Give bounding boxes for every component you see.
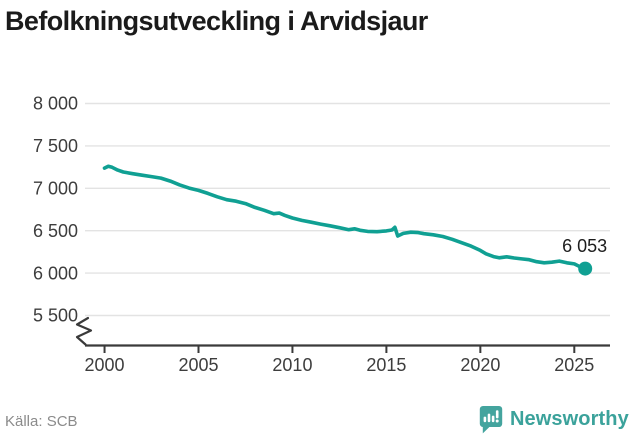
y-axis-tick-label: 5 500 bbox=[33, 306, 78, 326]
x-axis-tick-label: 2005 bbox=[178, 355, 218, 375]
x-axis-tick-label: 2000 bbox=[85, 355, 125, 375]
x-axis-tick-label: 2025 bbox=[554, 355, 594, 375]
y-axis-tick-label: 7 500 bbox=[33, 136, 78, 156]
x-axis-tick-label: 2015 bbox=[366, 355, 406, 375]
last-value-dot bbox=[578, 261, 593, 276]
y-axis-tick-label: 7 000 bbox=[33, 179, 78, 199]
source-note: Källa: SCB bbox=[5, 413, 78, 430]
newsworthy-logo: Newsworthy bbox=[479, 404, 629, 434]
newsworthy-logo-text: Newsworthy bbox=[510, 408, 629, 430]
last-value-label: 6 053 bbox=[562, 236, 607, 256]
population-line-series bbox=[102, 164, 588, 271]
chart-title: Befolkningsutveckling i Arvidsjaur bbox=[5, 6, 428, 36]
y-axis-tick-label: 8 000 bbox=[33, 94, 78, 114]
y-axis-tick-label: 6 500 bbox=[33, 221, 78, 241]
x-axis-tick-label: 2010 bbox=[272, 355, 312, 375]
y-axis-break-icon bbox=[75, 316, 93, 346]
newsworthy-logo-icon bbox=[479, 405, 503, 433]
y-axis-tick-label: 6 000 bbox=[33, 263, 78, 283]
x-axis-tick-label: 2020 bbox=[460, 355, 500, 375]
